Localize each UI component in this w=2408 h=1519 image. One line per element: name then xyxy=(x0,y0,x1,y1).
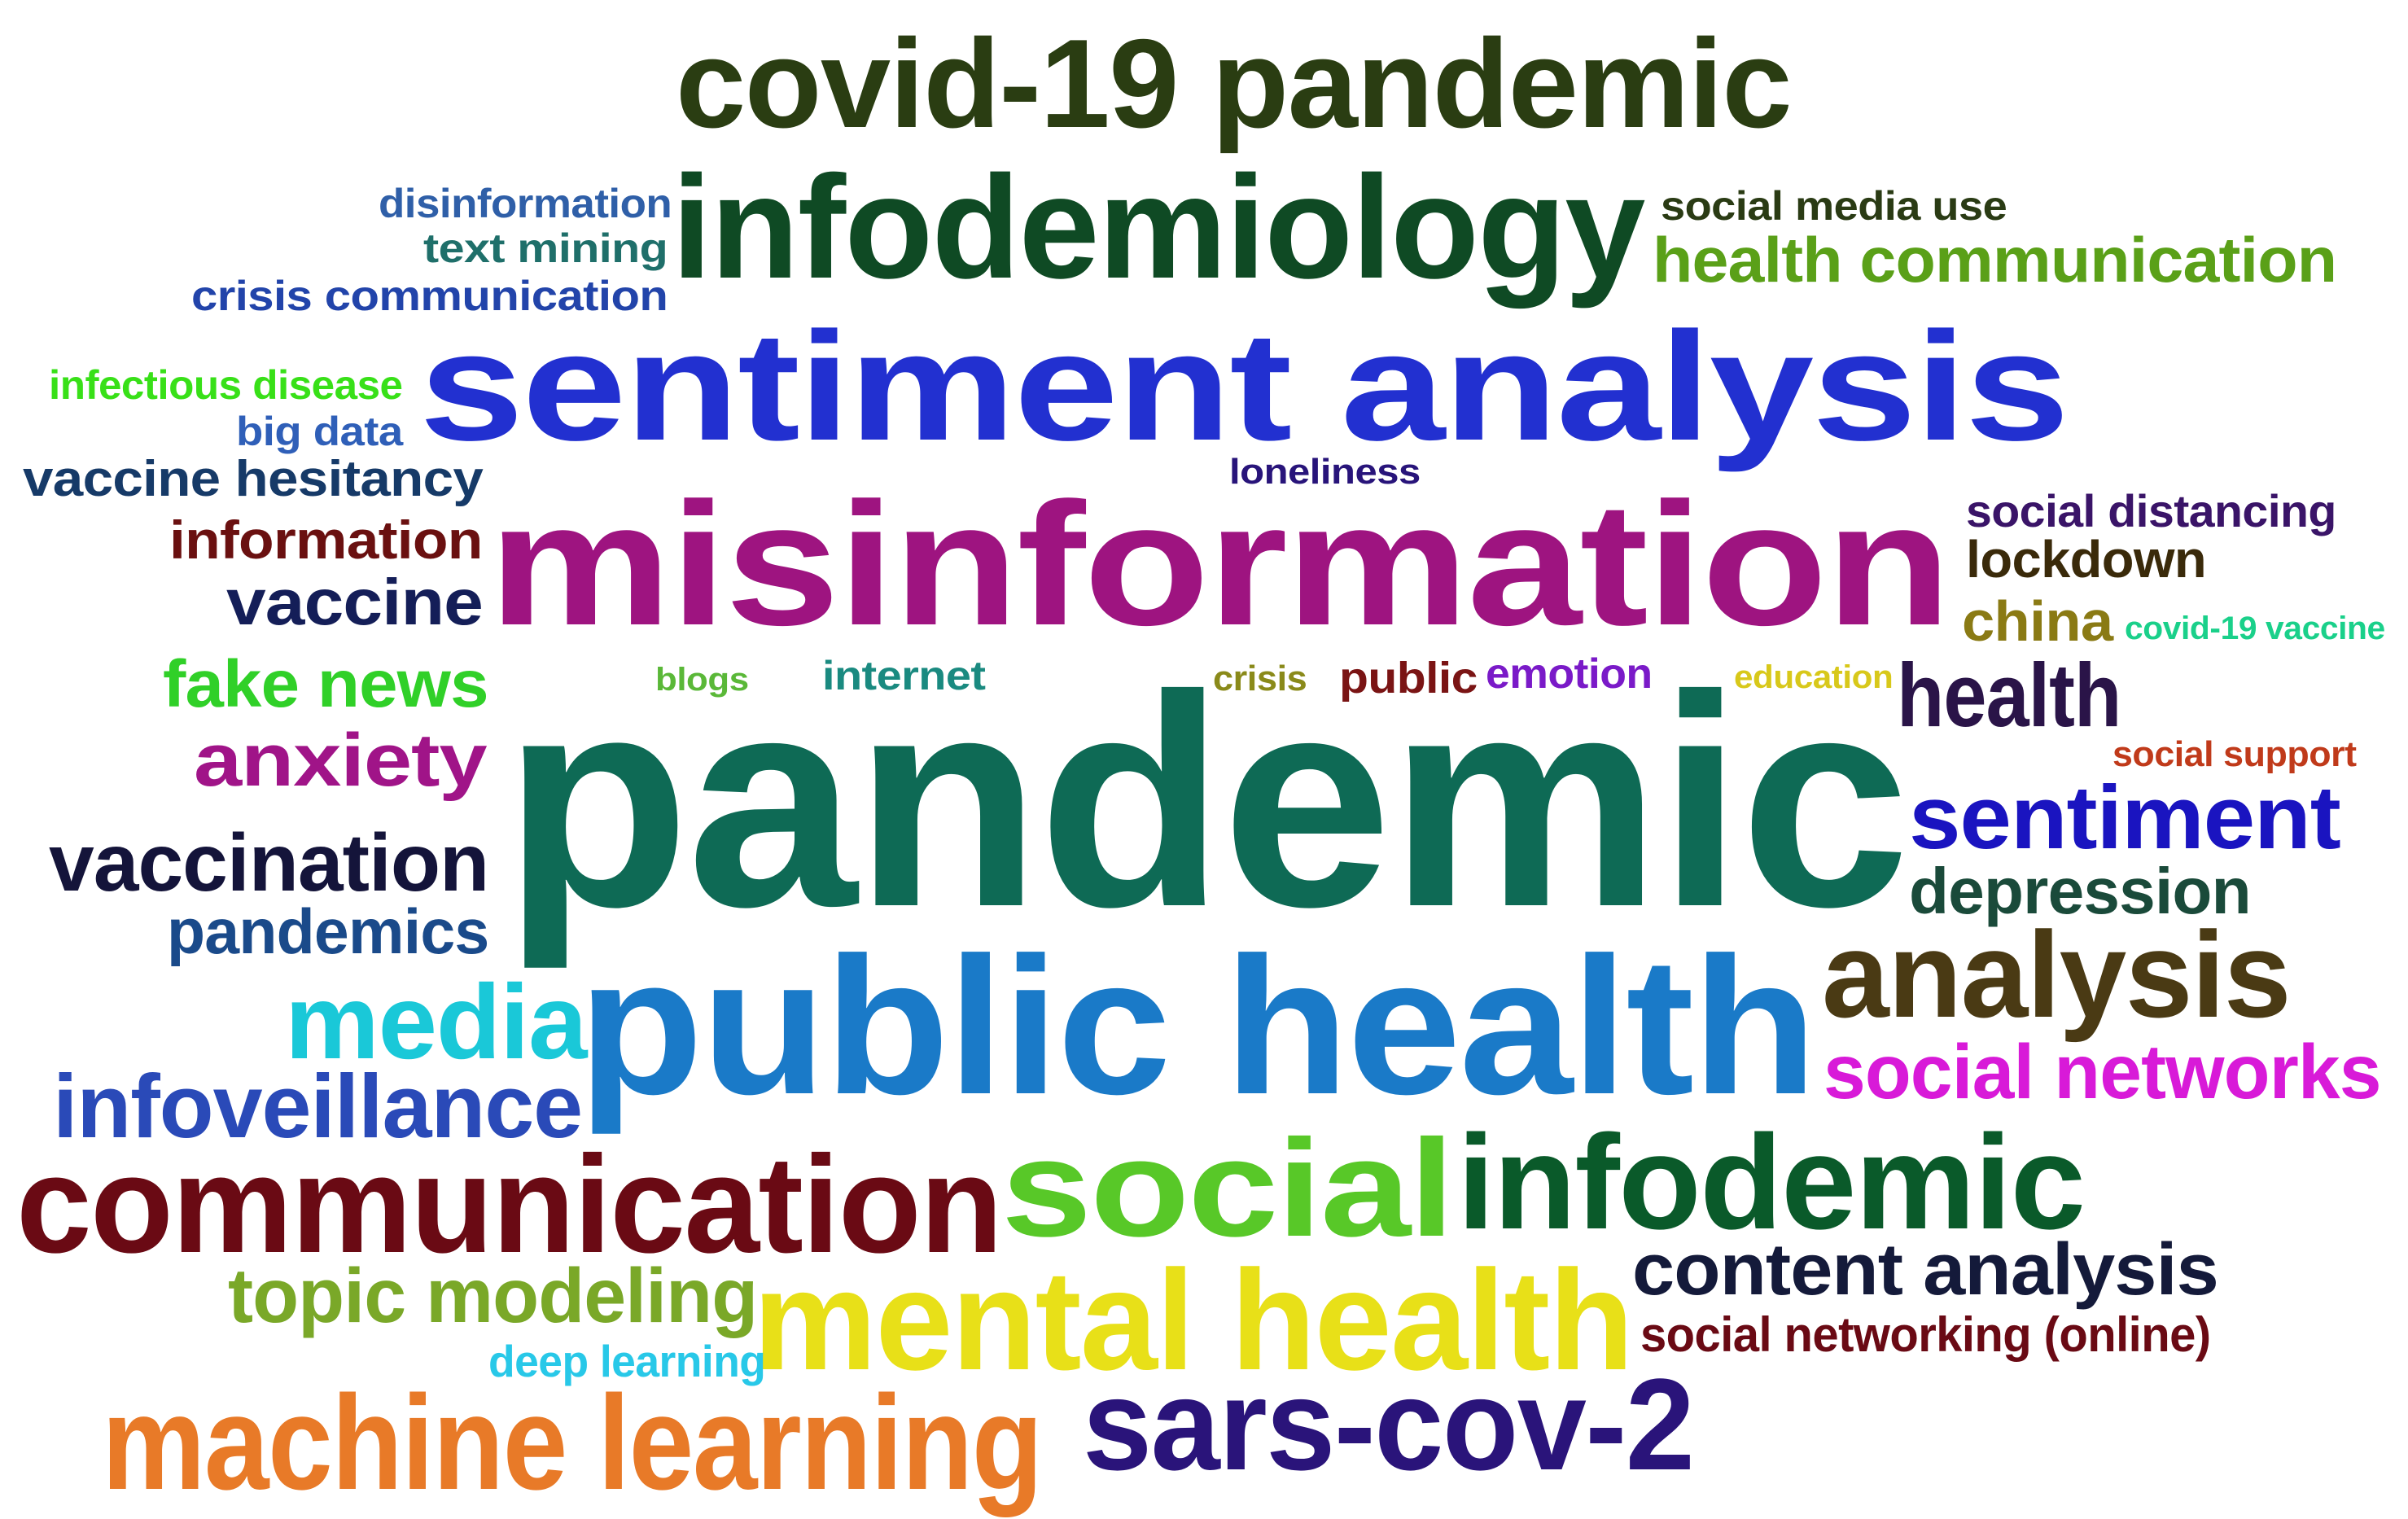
word-social-networks: social networks xyxy=(1824,1029,2381,1115)
word-infodemiology: infodemiology xyxy=(672,146,1645,309)
word-information: information xyxy=(169,510,483,570)
word-text-mining: text mining xyxy=(423,225,668,271)
word-infoveillance: infoveillance xyxy=(53,1057,583,1157)
word-social-media-use: social media use xyxy=(1661,183,2007,229)
word-deep-learning: deep learning xyxy=(488,1336,766,1386)
word-crisis: crisis xyxy=(1213,659,1307,698)
word-fake-news: fake news xyxy=(163,647,488,721)
word-communication: communication xyxy=(16,1127,1003,1282)
word-anxiety: anxiety xyxy=(194,719,488,802)
word-sentiment: sentiment xyxy=(1909,768,2341,868)
word-depression: depression xyxy=(1909,855,2252,927)
word-emotion: emotion xyxy=(1486,650,1653,698)
word-covid-19-pandemic: covid-19 pandemic xyxy=(676,13,1793,154)
word-disinformation: disinformation xyxy=(379,181,672,226)
word-analysis: analysis xyxy=(1822,906,2292,1043)
word-vaccine: vaccine xyxy=(226,566,484,638)
word-crisis-communication: crisis communication xyxy=(191,273,668,320)
word-public-health: public health xyxy=(578,917,1817,1135)
word-health-communication: health communication xyxy=(1653,224,2337,295)
word-health: health xyxy=(1897,646,2121,746)
word-social-support: social support xyxy=(2112,734,2357,774)
word-internet: internet xyxy=(822,653,986,698)
word-infectious-disease: infectious disease xyxy=(49,362,403,408)
word-topic-modeling: topic modeling xyxy=(228,1253,758,1339)
word-mental-health: mental health xyxy=(753,1241,1634,1400)
word-infodemic: infodemic xyxy=(1457,1107,2086,1257)
word-social-distancing: social distancing xyxy=(1966,485,2336,536)
word-vaccination: vaccination xyxy=(49,817,489,908)
word-lockdown: lockdown xyxy=(1966,530,2207,589)
word-pandemic: pandemic xyxy=(503,633,1910,970)
word-education: education xyxy=(1734,659,1894,695)
word-sars-cov-2: sars-cov-2 xyxy=(1083,1351,1695,1497)
word-public: public xyxy=(1339,654,1478,703)
word-loneliness: loneliness xyxy=(1229,452,1421,492)
word-blogs: blogs xyxy=(655,662,749,698)
word-media: media xyxy=(285,962,588,1081)
word-pandemics: pandemics xyxy=(167,895,489,967)
word-sentiment-analysis: sentiment analysis xyxy=(419,300,2069,473)
word-social: social xyxy=(1001,1111,1455,1266)
word-content-analysis: content analysis xyxy=(1632,1229,2219,1311)
word-covid-19-vaccine: covid-19 vaccine xyxy=(2125,611,2385,646)
word-machine-learning: machine learning xyxy=(102,1368,1043,1517)
word-social-networking-online: social networking (online) xyxy=(1640,1307,2211,1362)
word-misinformation: misinformation xyxy=(488,466,1951,662)
word-vaccine-hesitancy: vaccine hesitancy xyxy=(23,451,484,507)
word-china: china xyxy=(1962,589,2113,653)
word-big-data: big data xyxy=(236,409,403,454)
